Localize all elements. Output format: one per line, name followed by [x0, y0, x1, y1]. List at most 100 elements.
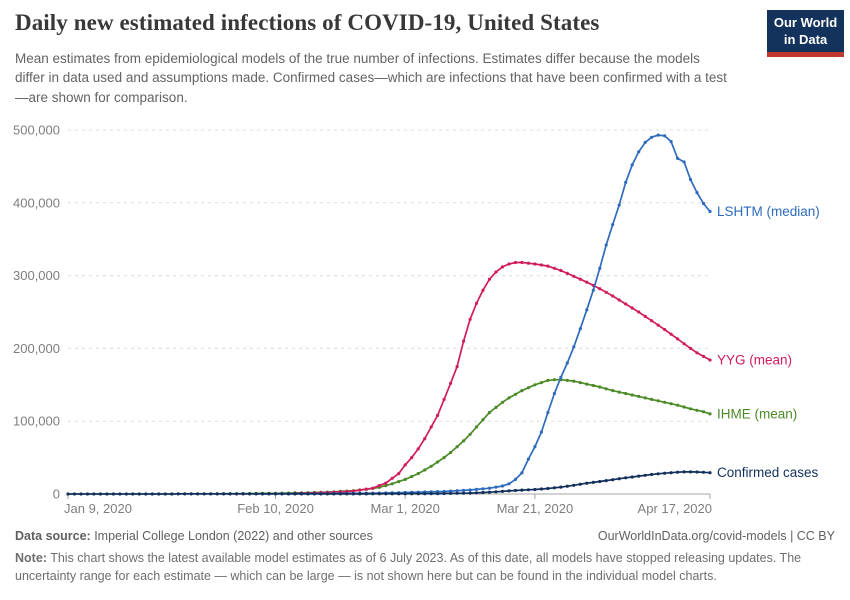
data-point [513, 488, 518, 493]
data-point [630, 306, 634, 310]
series-line-yyg[interactable] [294, 261, 711, 495]
owid-logo-line1: Our World [773, 15, 838, 30]
data-point [397, 492, 401, 496]
data-point [364, 492, 368, 496]
data-point [170, 492, 174, 496]
data-point [462, 488, 466, 492]
data-point [345, 492, 349, 496]
data-point [286, 492, 291, 496]
data-point [676, 403, 680, 407]
data-point [481, 487, 485, 491]
data-point [598, 479, 602, 484]
data-point [572, 379, 576, 383]
data-point [656, 323, 660, 327]
data-point [455, 491, 459, 495]
data-point [228, 492, 232, 496]
data-point [552, 486, 557, 490]
data-point [468, 491, 472, 495]
data-point [565, 361, 569, 365]
data-point [604, 387, 608, 391]
page-title: Daily new estimated infections of COVID-… [15, 10, 600, 35]
series-label-yyg[interactable]: YYG (mean) [717, 353, 792, 368]
y-axis-tick-label: 500,000 [13, 123, 60, 138]
data-point [196, 492, 200, 496]
x-axis-tick-label: Mar 21, 2020 [497, 501, 574, 516]
data-point [449, 491, 453, 495]
data-point [507, 482, 511, 486]
data-point [403, 463, 407, 467]
data-point [384, 484, 388, 488]
data-point [701, 201, 706, 206]
data-point [591, 480, 595, 484]
data-point [624, 391, 628, 396]
data-point [708, 471, 712, 475]
data-point [533, 445, 537, 449]
data-point [559, 485, 563, 489]
data-point [260, 492, 265, 496]
data-point [306, 492, 310, 496]
data-point [500, 400, 505, 404]
data-point [669, 471, 673, 475]
data-point [585, 308, 589, 312]
data-point [319, 492, 323, 496]
data-point [157, 492, 161, 496]
series-label-ihme[interactable]: IHME (mean) [717, 406, 797, 421]
data-point [410, 492, 414, 496]
data-point [688, 470, 693, 474]
attribution-link[interactable]: OurWorldInData.org/covid-models | CC BY [597, 529, 835, 543]
data-point [585, 280, 589, 284]
data-point [462, 439, 466, 443]
data-point [474, 301, 479, 305]
data-point [273, 492, 278, 496]
series-line-confirmed[interactable] [68, 471, 711, 495]
data-point [449, 450, 453, 455]
data-point [462, 339, 466, 343]
data-point [487, 490, 492, 494]
data-point [79, 492, 83, 496]
data-source-value: Imperial College London (2022) and other… [90, 529, 373, 543]
data-point [656, 133, 660, 137]
data-point [598, 266, 602, 270]
data-point [449, 381, 453, 385]
data-point [248, 492, 252, 496]
data-point [630, 163, 634, 167]
data-point [280, 492, 284, 496]
series-label-lshtm[interactable]: LSHTM (median) [717, 204, 820, 219]
data-point [416, 447, 420, 451]
data-point [617, 203, 621, 207]
data-point [688, 407, 693, 411]
data-point [85, 492, 90, 496]
data-point [397, 472, 401, 476]
owid-logo-line2: in Data [783, 31, 828, 47]
data-point [643, 140, 647, 144]
data-point [578, 381, 582, 385]
data-point [92, 492, 96, 496]
data-point [183, 492, 187, 496]
data-point [429, 492, 433, 496]
data-point [481, 418, 485, 422]
data-point [474, 487, 479, 491]
data-point [325, 492, 329, 496]
data-point [209, 492, 213, 496]
data-point [520, 471, 524, 475]
data-point [572, 483, 576, 487]
data-point [487, 410, 492, 415]
data-point [423, 468, 427, 472]
data-point [526, 457, 531, 461]
data-point [377, 484, 381, 488]
owid-logo[interactable]: Our World in Data [767, 10, 844, 58]
data-point [358, 492, 362, 496]
data-point [455, 445, 459, 449]
data-point [241, 492, 245, 496]
series-label-confirmed[interactable]: Confirmed cases [717, 465, 819, 480]
data-point [669, 140, 673, 144]
data-point [695, 408, 699, 412]
data-source-text: Data source: Imperial College London (20… [15, 529, 373, 543]
data-point [494, 405, 498, 409]
data-point [468, 488, 472, 492]
data-point [494, 490, 498, 494]
data-point [416, 492, 420, 496]
data-point [552, 391, 557, 396]
data-point [494, 270, 498, 274]
